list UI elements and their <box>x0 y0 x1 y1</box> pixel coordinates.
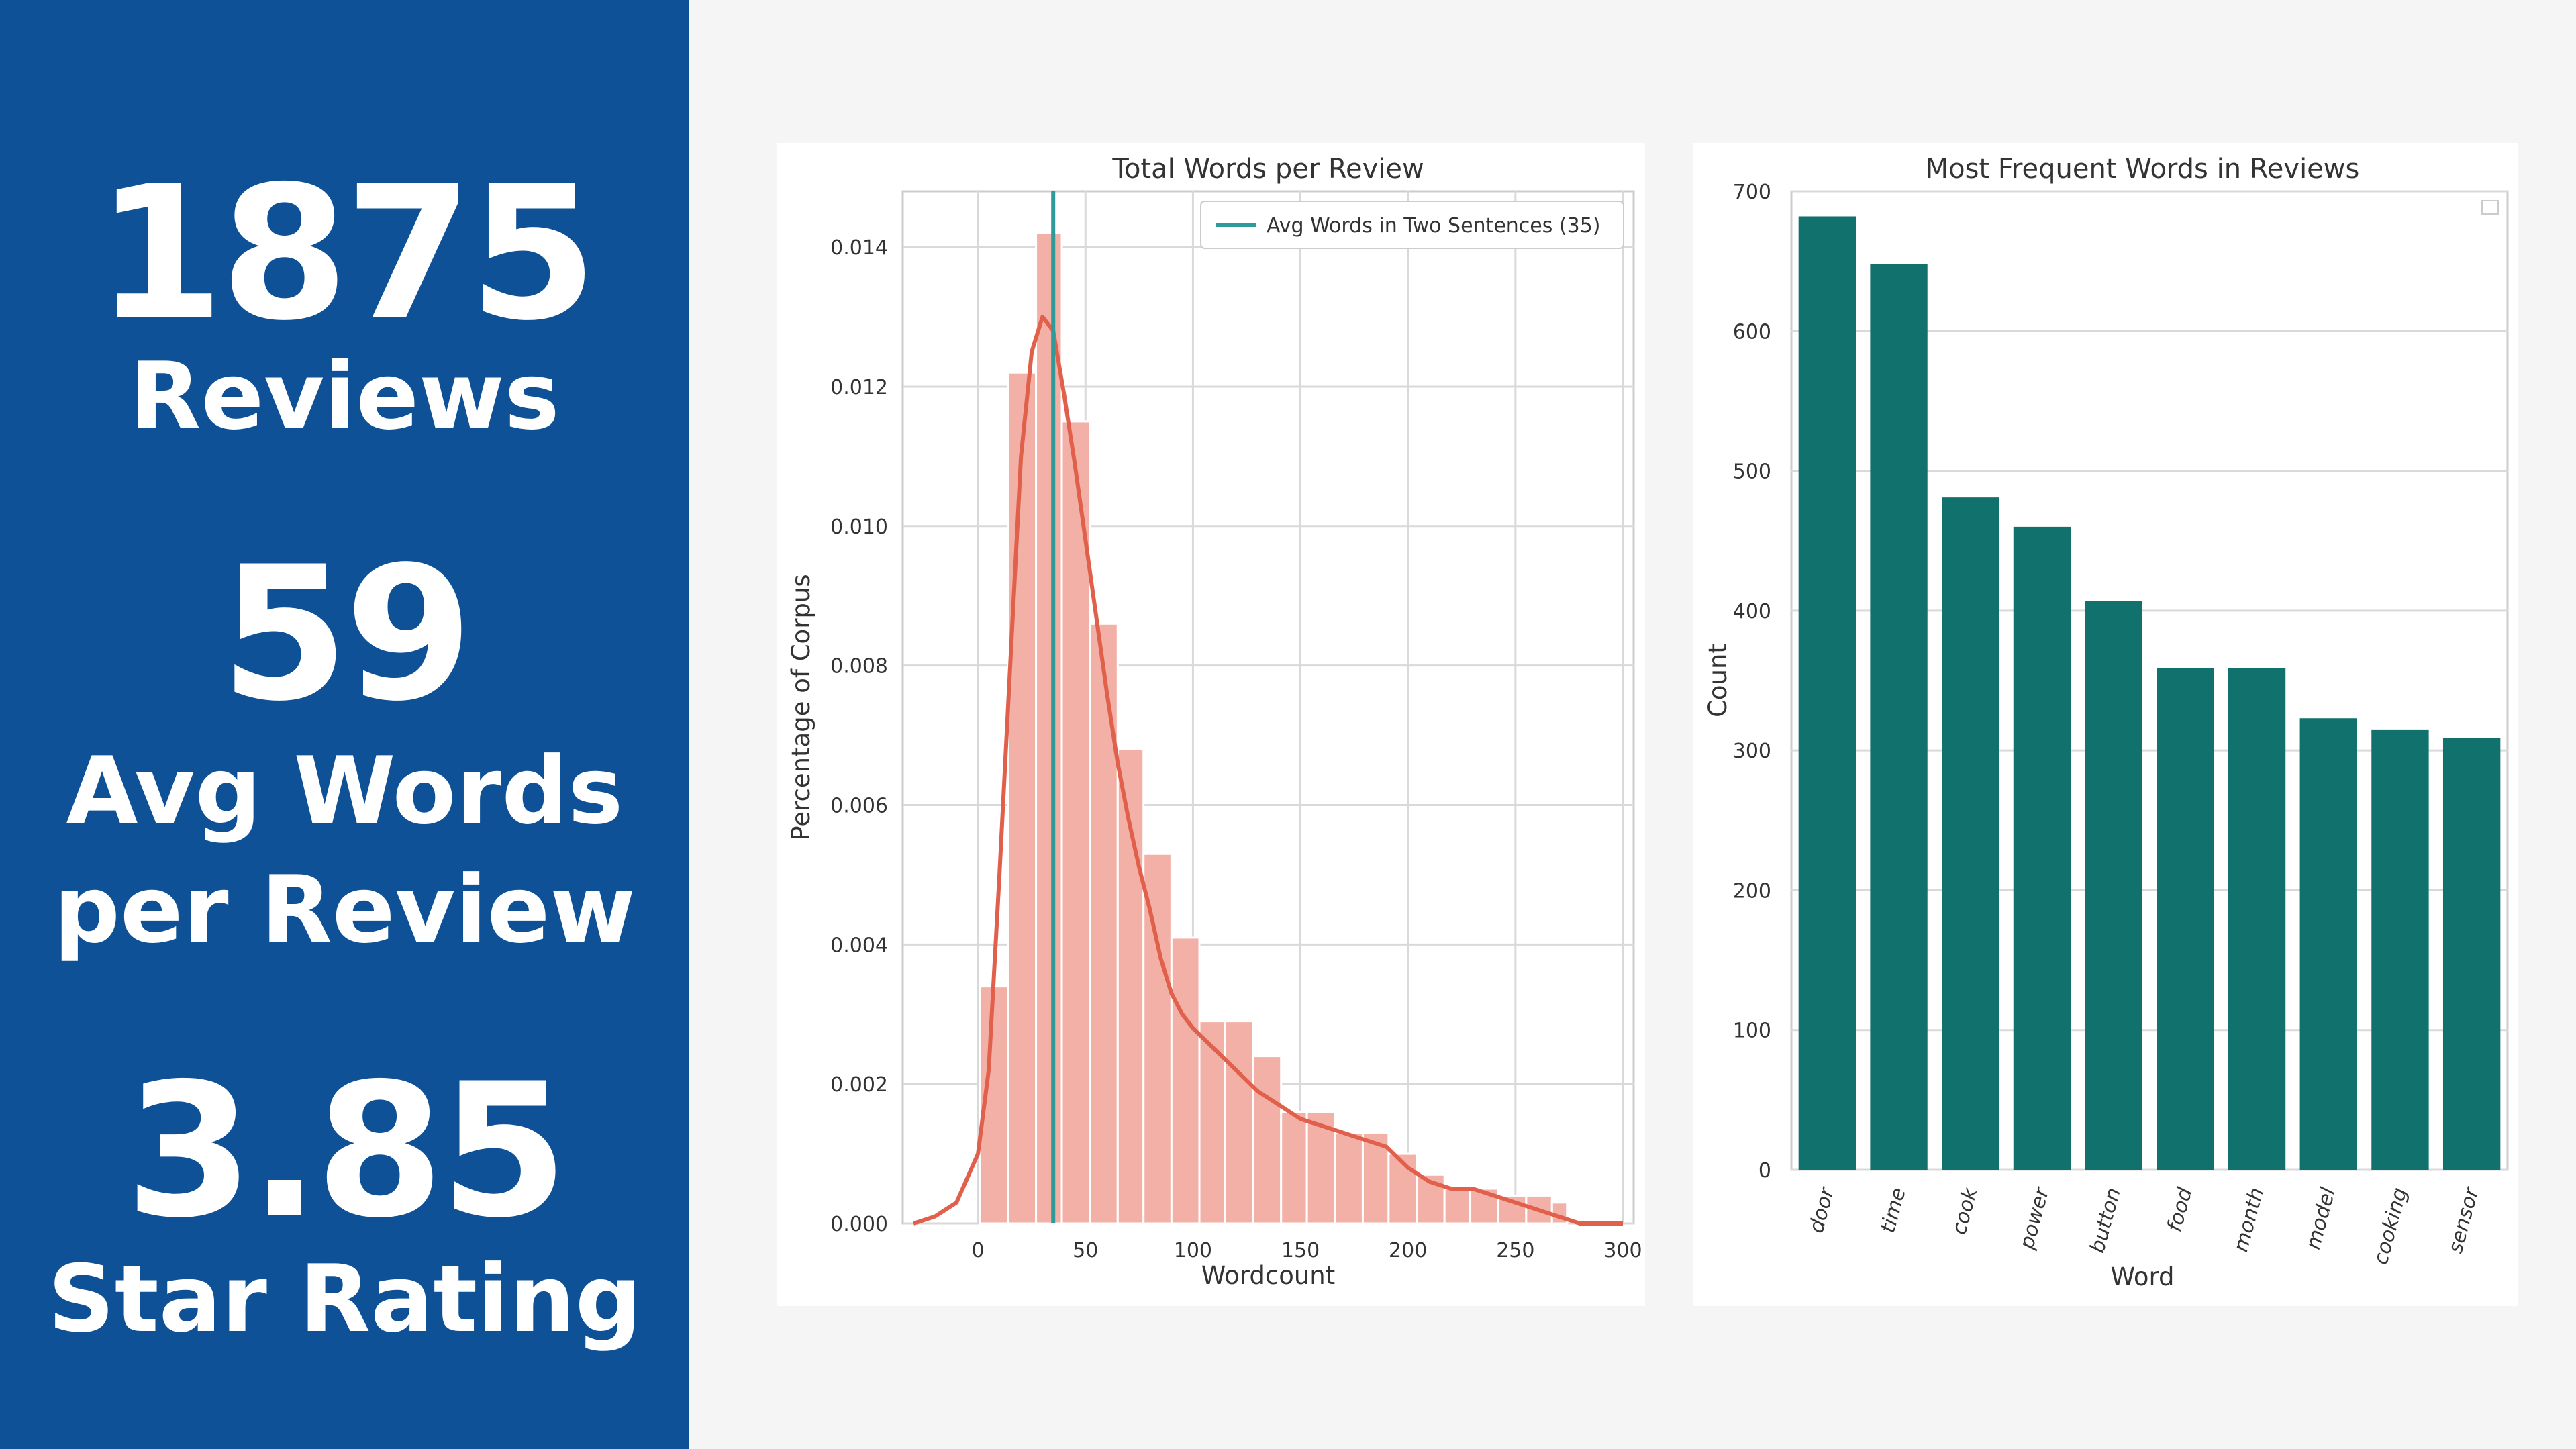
x-tick-label: 200 <box>1389 1239 1427 1262</box>
x-axis-title: Wordcount <box>1201 1261 1336 1290</box>
bar-month <box>2228 668 2286 1170</box>
y-tick-label: 0.000 <box>830 1213 888 1236</box>
star-rating-label: Star Rating <box>48 1245 642 1353</box>
star-rating-value: 3.85 <box>125 1044 568 1258</box>
histogram-chart: 0.000 0.002 0.004 0.006 0.008 0.010 0.012 0.014… <box>787 154 1642 1290</box>
kde-curve <box>913 315 1623 1226</box>
x-tick-label: 0 <box>972 1239 985 1262</box>
avg-words-label-line1: Avg Words <box>66 737 624 845</box>
histogram-bar <box>1170 936 1201 1225</box>
legend-label: Avg Words in Two Sentences (35) <box>1267 214 1601 238</box>
bar-door <box>1798 216 1856 1170</box>
histogram-bar <box>1007 371 1038 1225</box>
x-tick-label: food <box>2163 1185 2197 1234</box>
bar-model <box>2299 718 2357 1170</box>
x-tick-label: sensor <box>2444 1184 2484 1256</box>
y-tick-label: 600 <box>1733 320 1771 344</box>
y-axis-title: Percentage of Corpus <box>787 574 815 840</box>
x-tick-label: power <box>2015 1184 2054 1252</box>
bar-food <box>2157 668 2214 1170</box>
histogram-bar <box>1198 1020 1226 1225</box>
frequent-words-chart: 0 100 200 300 400 500 600 700 door time cook power b… <box>1703 154 2509 1291</box>
stats-sidebar: 1875 Reviews 59 Avg Words per Review 3.8… <box>0 0 689 1449</box>
y-tick-label: 0.004 <box>830 934 888 957</box>
bar-sensor <box>2442 738 2501 1170</box>
histogram-bar <box>1224 1020 1254 1225</box>
x-tick-label: model <box>2301 1185 2340 1252</box>
reviews-count: 1875 <box>95 146 597 361</box>
histogram-panel: 0.000 0.002 0.004 0.006 0.008 0.010 0.012 0.014… <box>777 143 1645 1306</box>
legend-box <box>2481 200 2499 215</box>
x-tick-label: 100 <box>1174 1239 1212 1262</box>
avg-words-label-line2: per Review <box>54 856 636 964</box>
y-tick-label: 0.012 <box>830 376 888 399</box>
x-tick-label: 300 <box>1603 1239 1642 1262</box>
histogram-bar <box>1334 1132 1364 1225</box>
y-tick-label: 0 <box>1758 1159 1771 1183</box>
x-tick-label: cook <box>1947 1184 1982 1237</box>
reviews-label: Reviews <box>130 342 560 450</box>
histogram-bar <box>1035 232 1063 1225</box>
y-axis-title: Count <box>1703 644 1732 717</box>
x-tick-label: 250 <box>1496 1239 1534 1262</box>
legend-box <box>1200 201 1624 249</box>
y-tick-label: 700 <box>1733 181 1771 204</box>
histogram-bar <box>1252 1055 1283 1225</box>
y-tick-label: 200 <box>1733 879 1771 903</box>
y-tick-label: 400 <box>1733 600 1771 623</box>
bar-cooking <box>2371 729 2429 1170</box>
y-tick-label: 300 <box>1733 740 1771 763</box>
y-tick-label: 0.002 <box>830 1073 888 1097</box>
y-tick-label: 100 <box>1733 1019 1771 1043</box>
x-tick-label: button <box>2085 1185 2125 1256</box>
y-tick-label: 0.010 <box>830 515 888 539</box>
x-tick-label: 50 <box>1073 1239 1098 1262</box>
bar-power <box>2013 526 2071 1170</box>
histogram-bar <box>1142 852 1173 1225</box>
histogram-bar <box>1089 622 1119 1225</box>
y-tick-label: 0.008 <box>830 655 888 679</box>
histogram-bar <box>1060 420 1091 1225</box>
bar-chart-panel: 0 100 200 300 400 500 600 700 door time cook power b… <box>1693 143 2518 1306</box>
chart-title: Most Frequent Words in Reviews <box>1926 154 2360 185</box>
bar-time <box>1870 264 1928 1170</box>
bar-button <box>2085 601 2142 1170</box>
histogram-bar <box>1280 1111 1308 1225</box>
x-tick-label: cooking <box>2369 1185 2412 1267</box>
x-tick-label: door <box>1805 1184 1840 1235</box>
histogram-bar <box>1443 1187 1472 1225</box>
x-axis-title: Word <box>2110 1262 2174 1291</box>
y-tick-label: 500 <box>1733 460 1771 484</box>
y-tick-label: 0.014 <box>830 236 888 260</box>
avg-words-value: 59 <box>220 527 473 742</box>
x-tick-label: month <box>2229 1185 2269 1254</box>
x-tick-label: 150 <box>1281 1239 1320 1262</box>
x-tick-label: time <box>1876 1185 1910 1236</box>
chart-title: Total Words per Review <box>1111 154 1424 185</box>
y-tick-label: 0.006 <box>830 794 888 817</box>
bar-cook <box>1942 497 1999 1170</box>
